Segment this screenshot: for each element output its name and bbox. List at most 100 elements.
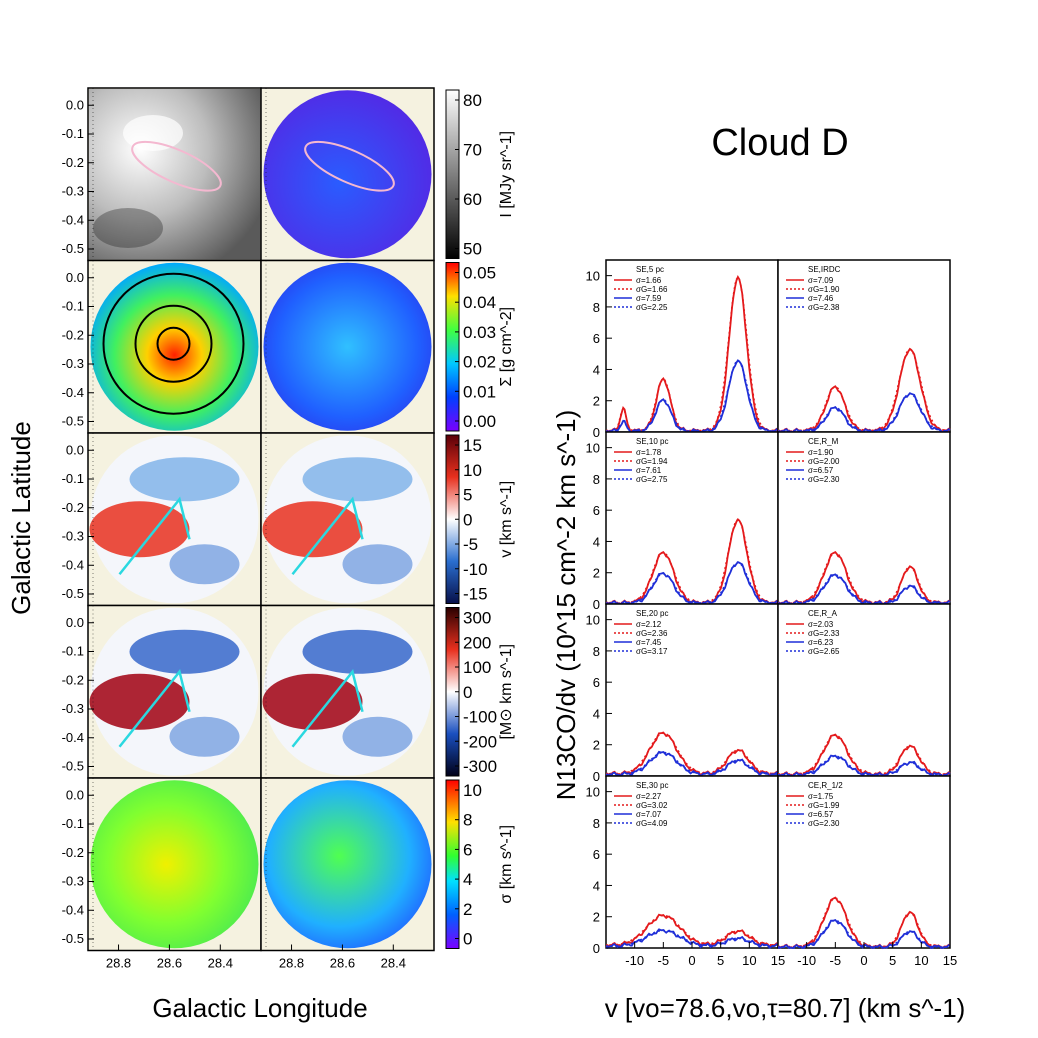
legend-entry: σG=2.65 (808, 647, 840, 656)
legend-entry: σG=2.00 (808, 457, 840, 466)
map-panel-momentum-2 (260, 604, 435, 779)
colorbar-tick-label: 4 (463, 870, 472, 889)
legend-entry: σG=2.75 (636, 475, 668, 484)
map-image (89, 89, 260, 260)
lat-tick-label: 0.0 (66, 615, 84, 630)
red-spectrum-line (777, 733, 951, 778)
y-tick-label: 8 (593, 472, 600, 487)
x-tick-label: 10 (914, 953, 928, 968)
legend-entry: σ=7.09 (808, 276, 834, 285)
blue-spectrum-line (606, 561, 779, 606)
colorbar-label: [M⊙ km s^-1] (498, 644, 515, 740)
red-gaussian-fit (778, 551, 950, 604)
colorbar-tick-label: 0.04 (463, 293, 496, 312)
spectrum-frame (605, 431, 779, 605)
legend-entry: σG=2.33 (808, 629, 840, 638)
lat-tick-label: -0.1 (62, 816, 84, 831)
panel-label: CE,R_A (808, 609, 838, 618)
lon-tick-label: 28.6 (157, 956, 182, 971)
y-tick-label: 4 (593, 362, 600, 377)
map-panel-momentum-1: 0.0 -0.1 -0.2 -0.3 -0.4 -0.5 (62, 604, 262, 779)
x-tick-label: 0 (860, 953, 867, 968)
lat-tick-label: -0.4 (62, 385, 84, 400)
legend-entry: σG=2.30 (808, 475, 840, 484)
x-tick-label: 15 (943, 953, 957, 968)
legend-entry: σ=6.57 (808, 466, 834, 475)
x-tick-label: 0 (688, 953, 695, 968)
legend-entry: σ=2.12 (636, 620, 662, 629)
lat-tick-label: -0.4 (62, 902, 84, 917)
lon-tick-label: 28.6 (330, 956, 355, 971)
colorbar-tick-label: 0.01 (463, 382, 496, 401)
lat-tick-label: -0.5 (62, 241, 84, 256)
lat-tick-label: -0.5 (62, 931, 84, 946)
lat-tick-label: -0.3 (62, 529, 84, 544)
flow-arrow (291, 668, 364, 748)
colorbar-fill (445, 89, 460, 259)
legend-entry: σ=7.59 (636, 294, 662, 303)
colorbar-tick-label: 100 (463, 658, 491, 677)
colorbar-tick-label: 70 (463, 141, 482, 160)
flow-arrow (118, 668, 191, 748)
legend-entry: σG=1.90 (808, 285, 840, 294)
legend-entry: σ=1.75 (808, 792, 834, 801)
colorbar-tick-label: -5 (463, 535, 478, 554)
colorbar-tick-label: 10 (463, 461, 482, 480)
y-tick-label: 2 (593, 910, 600, 925)
blue-spectrum-line (778, 573, 951, 605)
spectrum-frame (777, 431, 951, 605)
legend-entry: σ=1.90 (808, 448, 834, 457)
map-panel-intensity-2 (260, 87, 435, 262)
legend-entry: σ=1.78 (636, 448, 662, 457)
colorbar-intensity: 80 70 60 50 I [MJy sr^-1] (445, 89, 515, 259)
blue-region-2 (342, 544, 413, 585)
colorbar-tick-label: 80 (463, 91, 482, 110)
blue-region (129, 457, 240, 502)
lat-tick-label: -0.1 (62, 644, 84, 659)
blue-region (302, 629, 413, 674)
colorbar-label: σ [km s^-1] (498, 825, 515, 904)
lat-tick-label: -0.1 (62, 126, 84, 141)
flow-arrow (118, 496, 191, 576)
y-tick-label: 0 (593, 425, 600, 440)
blue-gaussian-fit (778, 392, 950, 432)
map-image (263, 780, 432, 949)
lat-tick-label: -0.3 (62, 356, 84, 371)
dark-region (93, 208, 163, 248)
legend-entry: σ=7.46 (808, 294, 834, 303)
colorbar-velocity: 15 10 5 0 -5 -10 -15 v [km s^-1] (445, 434, 515, 604)
red-gaussian-fit (606, 914, 778, 946)
y-tick-label: 6 (593, 503, 600, 518)
lat-tick-label: -0.2 (62, 155, 84, 170)
map-panel-dispersion-2: 28.8 28.6 28.4 (260, 777, 435, 971)
y-tick-label: 8 (593, 300, 600, 315)
colorbar-tick-label: 0 (463, 683, 472, 702)
panel-label: SE,IRDC (808, 265, 841, 274)
map-y-axis-label: Galactic Latitude (6, 421, 36, 615)
colorbar-tick-label: 200 (463, 633, 491, 652)
map-image (90, 780, 259, 949)
x-tick-label: -10 (625, 953, 644, 968)
panel-label: CE,R_M (808, 437, 839, 446)
lon-tick-label: 28.8 (279, 956, 304, 971)
blue-region (302, 457, 413, 502)
blue-region (129, 629, 240, 674)
y-tick-label: 10 (586, 613, 600, 628)
aperture-circle (156, 326, 191, 361)
y-tick-label: 2 (593, 394, 600, 409)
colorbar-dispersion: 10 8 6 4 2 0 σ [km s^-1] (445, 779, 515, 949)
blue-spectrum-line (777, 754, 951, 778)
legend-entry: σG=1.99 (808, 801, 840, 810)
map-image (263, 262, 432, 431)
legend-entry: σ=7.45 (636, 638, 662, 647)
lat-tick-label: -0.3 (62, 701, 84, 716)
x-tick-label: 15 (771, 953, 785, 968)
y-tick-label: 0 (593, 597, 600, 612)
lat-tick-label: -0.5 (62, 586, 84, 601)
spectrum-frame (777, 775, 951, 949)
lat-tick-label: 0.0 (66, 97, 84, 112)
x-tick-label: -5 (830, 953, 842, 968)
